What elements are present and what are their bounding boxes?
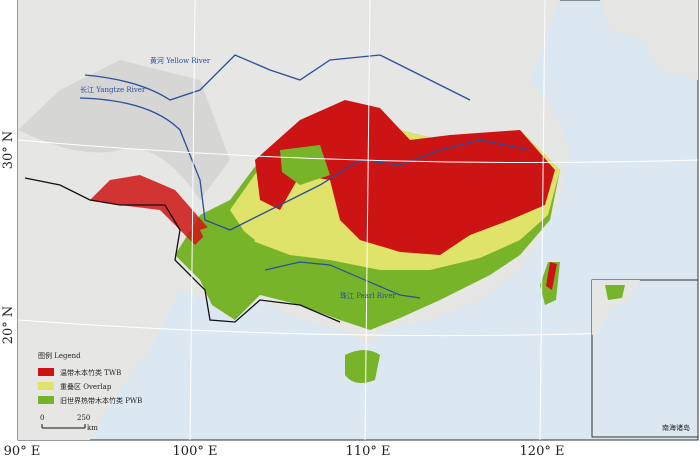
relief (18, 60, 230, 200)
legend-title: 图例 Legend (38, 351, 81, 360)
pearl-river (264, 261, 421, 299)
graticule (189, 0, 546, 441)
hainan (345, 350, 380, 384)
legend-swatch (38, 396, 54, 404)
lon-label: 90° E (4, 444, 41, 459)
river-label: 长江 Yangtze River (80, 85, 146, 94)
inset-pwb (605, 285, 625, 300)
taiwan-red (546, 262, 557, 290)
scale-label: 250 (77, 414, 90, 422)
lon-label: 100° E (173, 444, 218, 459)
river-label: 黄河 Yellow River (150, 56, 211, 65)
border (24, 177, 341, 323)
inset-label: 南海诸岛 (662, 423, 690, 432)
legend-label: 温带木本竹类 TWB (60, 368, 121, 377)
inset-land (592, 280, 640, 335)
yellow-river (84, 54, 471, 101)
legend-swatch (38, 368, 54, 376)
land-korea (600, 0, 698, 80)
yangtze-river (79, 97, 531, 231)
scale-label: km (87, 424, 98, 432)
pwb-patch (280, 145, 330, 185)
legend-label: 旧世界热带木本竹类 PWB (60, 396, 142, 405)
scale-label: 0 (40, 414, 44, 422)
twb-west (90, 175, 210, 245)
legend-label: 重叠区 Overlap (60, 383, 112, 391)
lat-label: 30° N (1, 131, 16, 170)
graticule (17, 139, 699, 163)
legend: 温带木本竹类 TWB 重叠区 Overlap 旧世界热带木本竹类 PWB (38, 368, 142, 405)
legend-swatch (38, 382, 54, 390)
lon-label: 120° E (520, 444, 565, 459)
lat-label: 20° N (1, 306, 16, 345)
pwb-yunnan (200, 220, 255, 270)
lon-label: 110° E (346, 444, 391, 459)
twb-region (255, 100, 555, 255)
river-label: 珠江 Pearl River (340, 291, 396, 300)
